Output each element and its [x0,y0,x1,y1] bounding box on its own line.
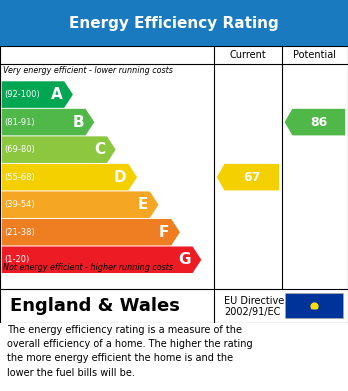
Text: Potential: Potential [293,50,337,60]
Text: C: C [94,142,105,157]
Text: Not energy efficient - higher running costs: Not energy efficient - higher running co… [3,263,174,272]
Text: (69-80): (69-80) [4,145,35,154]
Polygon shape [2,192,159,218]
Text: England & Wales: England & Wales [10,296,180,315]
Text: F: F [159,225,169,240]
Text: (55-68): (55-68) [4,173,35,182]
Polygon shape [2,81,73,108]
Polygon shape [2,219,180,246]
Polygon shape [2,164,137,190]
Text: A: A [51,87,63,102]
Text: D: D [114,170,127,185]
Text: (1-20): (1-20) [4,255,30,264]
Text: 2002/91/EC: 2002/91/EC [224,307,281,317]
Text: (21-38): (21-38) [4,228,35,237]
Text: (92-100): (92-100) [4,90,40,99]
Bar [285,292,343,319]
Text: 86: 86 [310,116,327,129]
Text: 67: 67 [243,170,260,184]
Text: Energy Efficiency Rating: Energy Efficiency Rating [69,16,279,30]
Text: (39-54): (39-54) [4,200,35,209]
Polygon shape [2,109,94,135]
Text: (81-91): (81-91) [4,118,35,127]
Text: B: B [72,115,84,129]
Text: Very energy efficient - lower running costs: Very energy efficient - lower running co… [3,66,173,75]
Polygon shape [2,246,201,273]
Text: E: E [138,197,148,212]
Polygon shape [2,136,116,163]
Polygon shape [285,109,345,135]
Text: G: G [179,252,191,267]
Polygon shape [217,164,279,190]
Text: EU Directive: EU Directive [224,296,285,307]
Text: The energy efficiency rating is a measure of the
overall efficiency of a home. T: The energy efficiency rating is a measur… [7,325,253,378]
Text: Current: Current [230,50,266,60]
